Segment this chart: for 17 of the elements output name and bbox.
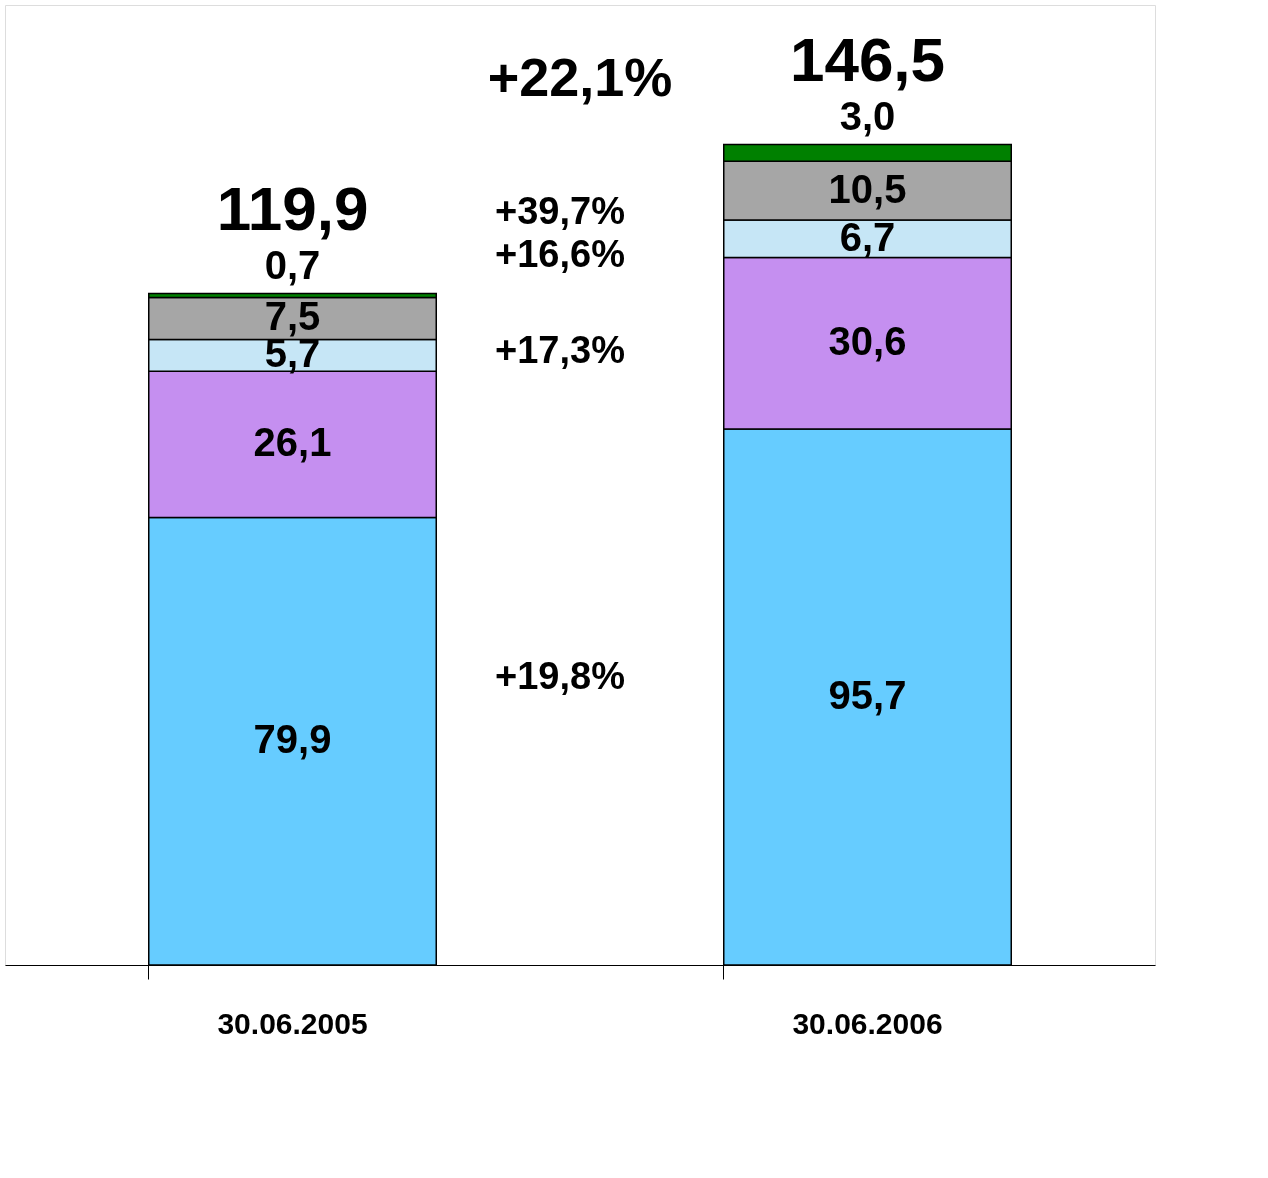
annotation: +17,3% — [495, 329, 625, 372]
data-label: 10,5 — [828, 166, 907, 211]
data-label: 6,7 — [839, 214, 896, 259]
annotation: +39,7% — [495, 190, 625, 233]
x-tick-label: 30.06.2006 — [792, 1006, 943, 1040]
data-label: 3,0 — [839, 94, 896, 139]
total-label: 146,5 — [789, 25, 946, 95]
total-label: 119,9 — [216, 174, 369, 244]
annotation: +16,6% — [495, 232, 625, 275]
x-tick-label: 30.06.2005 — [217, 1006, 368, 1040]
data-label: 26,1 — [253, 420, 332, 465]
data-label: 95,7 — [828, 673, 907, 717]
data-label: 0,7 — [264, 243, 321, 288]
data-label: 30,6 — [828, 319, 907, 364]
annotation: +19,8% — [495, 654, 625, 697]
data-label: 79,9 — [253, 717, 332, 762]
text: +22,1% — [487, 47, 673, 107]
